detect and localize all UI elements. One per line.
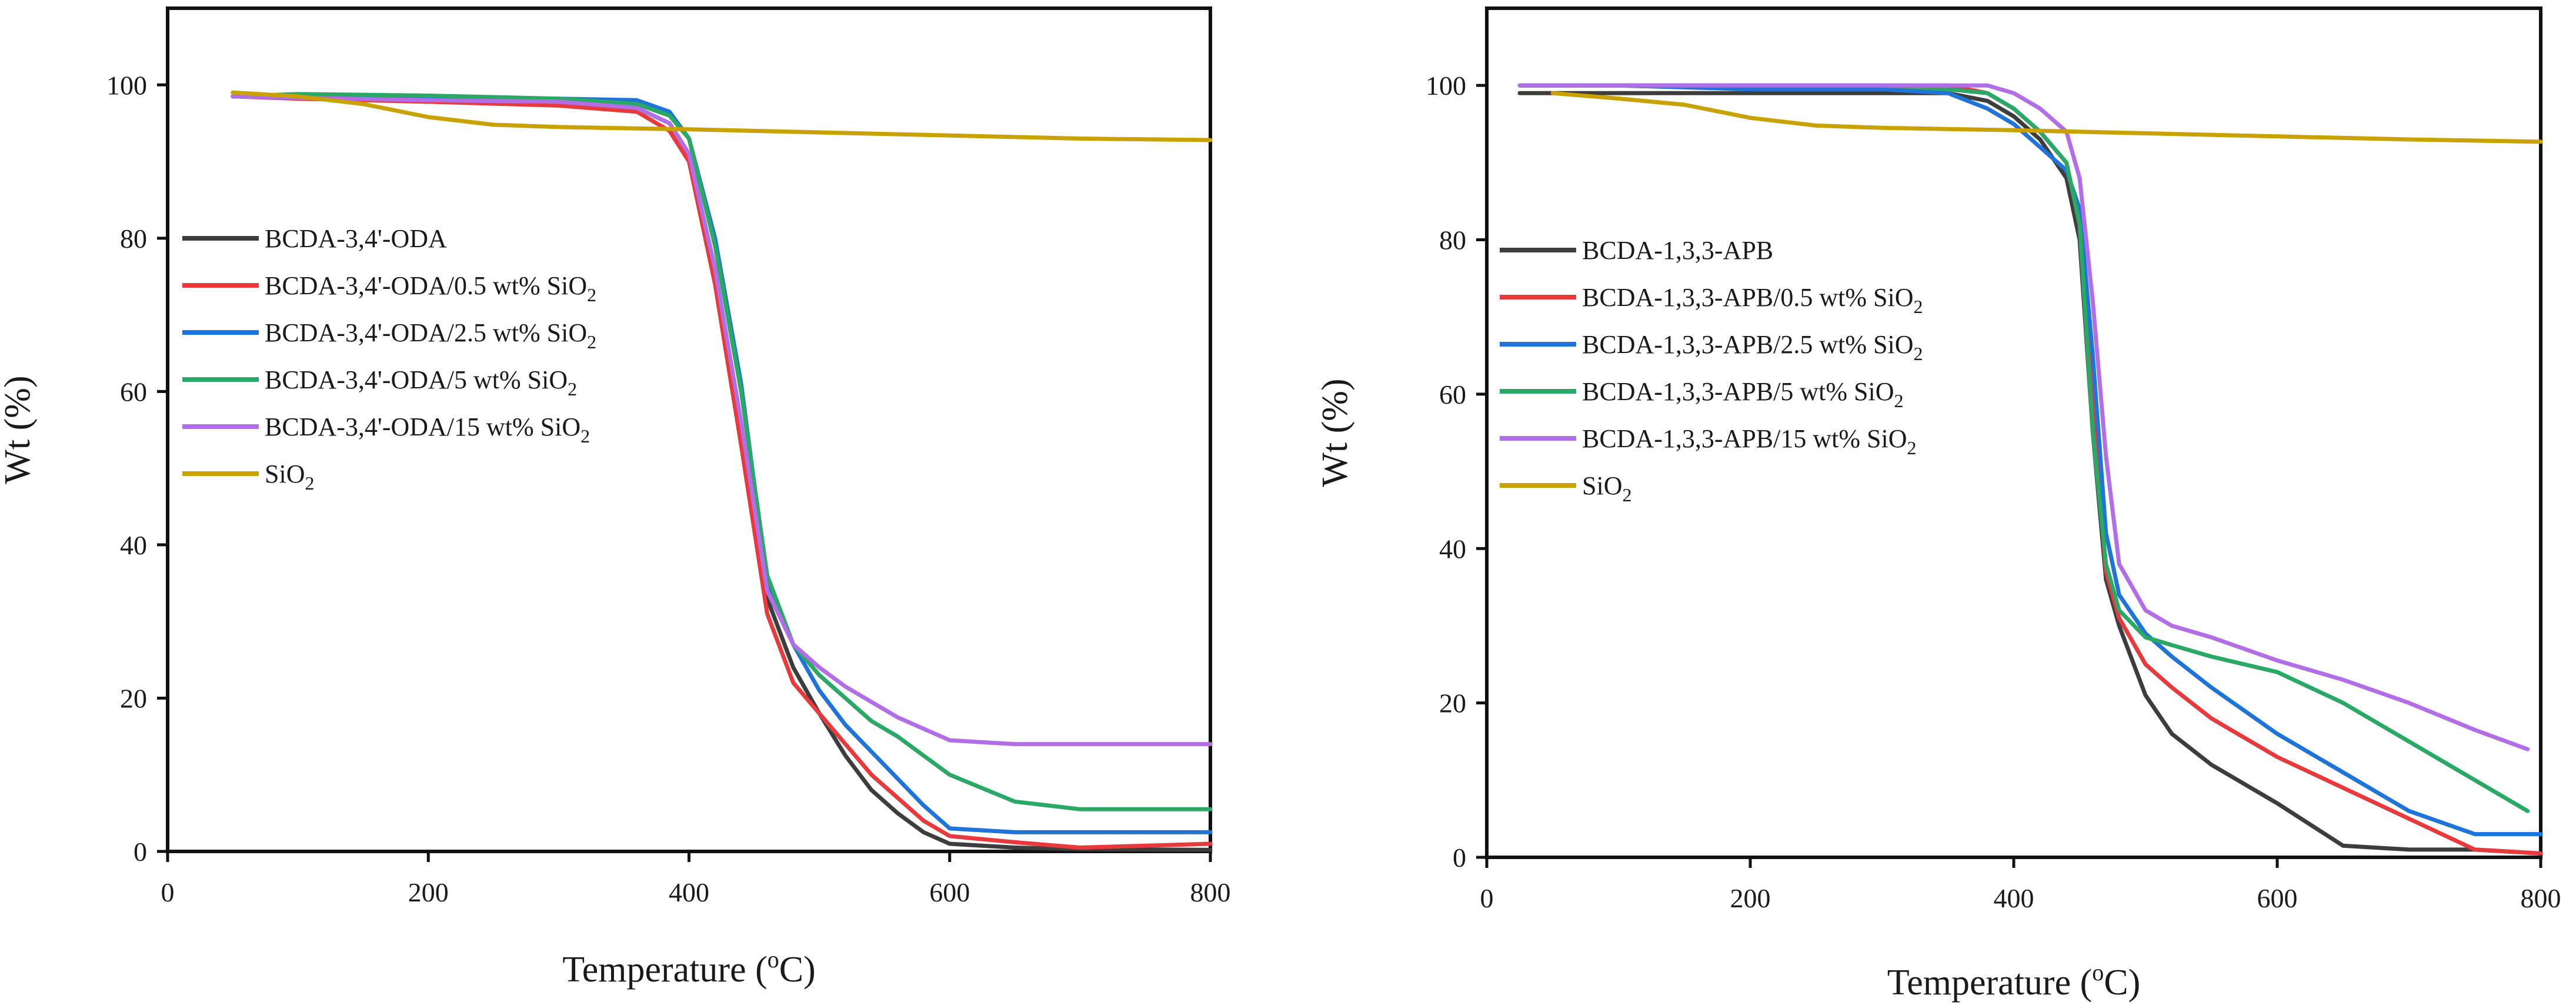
x-axis-title-unit: C) <box>779 950 816 990</box>
x-axis-title-degree: o <box>768 946 779 973</box>
legend-label-subscript: 2 <box>1894 390 1904 411</box>
series-line-3 <box>231 92 1213 811</box>
y-tick-label: 40 <box>120 530 147 560</box>
legend-label: BCDA-1,3,3-APB <box>1582 236 1773 265</box>
y-axis-title: Wt (%) <box>0 375 38 484</box>
legend-label-subscript: 2 <box>587 331 596 352</box>
x-axis-title-unit: C) <box>2104 963 2140 1003</box>
x-tick-label: 800 <box>2521 883 2561 913</box>
legend-label-text: BCDA-1,3,3-APB/15 wt% SiO <box>1582 424 1907 453</box>
legend-label-subscript: 2 <box>568 378 577 400</box>
x-axis-title: Temperature (oC) <box>562 946 816 990</box>
panel-right-chart: 0 200 400 600 800 0 20 40 60 80 100 Temperature (oC… <box>1315 6 2561 1003</box>
legend-label: BCDA-3,4'-ODA/5 wt% SiO2 <box>265 365 577 400</box>
legend-label-subscript: 2 <box>305 472 314 494</box>
y-tick-label: 80 <box>120 224 147 254</box>
legend-label-text: BCDA-3,4'-ODA/15 wt% SiO <box>265 412 580 441</box>
y-tick-label: 60 <box>120 377 147 407</box>
legend-label-subscript: 2 <box>1914 296 1923 317</box>
y-tick-label: 40 <box>1439 534 1466 564</box>
legend-label-text: BCDA-1,3,3-APB/0.5 wt% SiO <box>1582 283 1914 312</box>
legend-label-text: SiO <box>1582 471 1622 500</box>
x-tick-label: 200 <box>408 877 449 907</box>
legend-label-text: BCDA-3,4'-ODA/2.5 wt% SiO <box>265 318 587 347</box>
x-tick-label: 600 <box>2257 883 2298 913</box>
legend-label: SiO2 <box>1582 471 1631 505</box>
legend-label: BCDA-1,3,3-APB/0.5 wt% SiO2 <box>1582 283 1923 317</box>
series-line-4 <box>231 94 1213 747</box>
legend-label: BCDA-1,3,3-APB/2.5 wt% SiO2 <box>1582 330 1923 364</box>
y-tick-label: 20 <box>120 683 147 713</box>
legend-label-text: BCDA-3,4'-ODA <box>265 224 447 253</box>
legend-label: BCDA-3,4'-ODA/15 wt% SiO2 <box>265 412 590 447</box>
legend-label-subscript: 2 <box>1907 437 1917 458</box>
series-line-0 <box>231 94 1213 852</box>
y-axis-title: Wt (%) <box>1315 378 1355 487</box>
x-tick-label: 0 <box>161 877 175 907</box>
y-tick-label: 100 <box>106 70 147 100</box>
legend-label-text: BCDA-1,3,3-APB <box>1582 236 1773 265</box>
series-line-5 <box>231 90 1213 142</box>
y-tick-label: 20 <box>1439 688 1466 718</box>
panel-left-chart: 0 200 400 600 800 0 20 40 60 80 100 Temperature (oC… <box>0 6 1231 990</box>
x-tick-label: 600 <box>929 877 970 907</box>
legend-label: SiO2 <box>265 460 314 494</box>
legend-label-text: BCDA-1,3,3-APB/2.5 wt% SiO <box>1582 330 1914 359</box>
x-axis-title-text: Temperature ( <box>1887 963 2093 1003</box>
legend-label-subscript: 2 <box>1622 484 1631 505</box>
x-axis-title-degree: o <box>2092 959 2104 986</box>
series-line-4 <box>1517 83 2530 751</box>
legend-label-text: BCDA-1,3,3-APB/5 wt% SiO <box>1582 377 1894 406</box>
legend-label: BCDA-1,3,3-APB/15 wt% SiO2 <box>1582 424 1917 458</box>
y-tick-label: 0 <box>1453 843 1466 873</box>
legend-label-text: BCDA-3,4'-ODA/0.5 wt% SiO <box>265 271 587 300</box>
series-line-0 <box>1517 91 2543 856</box>
legend-label: BCDA-3,4'-ODA <box>265 224 447 253</box>
x-tick-label: 0 <box>1480 883 1494 913</box>
legend-label-subscript: 2 <box>1914 343 1923 364</box>
x-tick-label: 400 <box>1994 883 2034 913</box>
legend-label-text: SiO <box>265 460 305 488</box>
x-axis-title: Temperature (oC) <box>1887 959 2141 1003</box>
legend-label-text: BCDA-3,4'-ODA/5 wt% SiO <box>265 365 568 394</box>
legend-label-subscript: 2 <box>587 284 596 305</box>
x-tick-label: 200 <box>1730 883 1771 913</box>
legend-label-subscript: 2 <box>580 425 590 447</box>
y-tick-label: 0 <box>134 837 147 867</box>
x-tick-label: 400 <box>669 877 709 907</box>
series-line-2 <box>1517 83 2543 837</box>
x-axis-title-text: Temperature ( <box>562 950 768 990</box>
legend-label: BCDA-1,3,3-APB/5 wt% SiO2 <box>1582 377 1904 411</box>
y-tick-label: 100 <box>1426 71 1466 101</box>
y-tick-label: 60 <box>1439 380 1466 410</box>
legend-label: BCDA-3,4'-ODA/2.5 wt% SiO2 <box>265 318 596 352</box>
y-tick-label: 80 <box>1439 225 1466 255</box>
series-line-1 <box>231 94 1213 850</box>
x-tick-label: 800 <box>1190 877 1231 907</box>
series-line-5 <box>1550 91 2543 144</box>
legend-label: BCDA-3,4'-ODA/0.5 wt% SiO2 <box>265 271 596 305</box>
series-line-1 <box>1517 83 2543 856</box>
series-line-2 <box>231 94 1213 834</box>
